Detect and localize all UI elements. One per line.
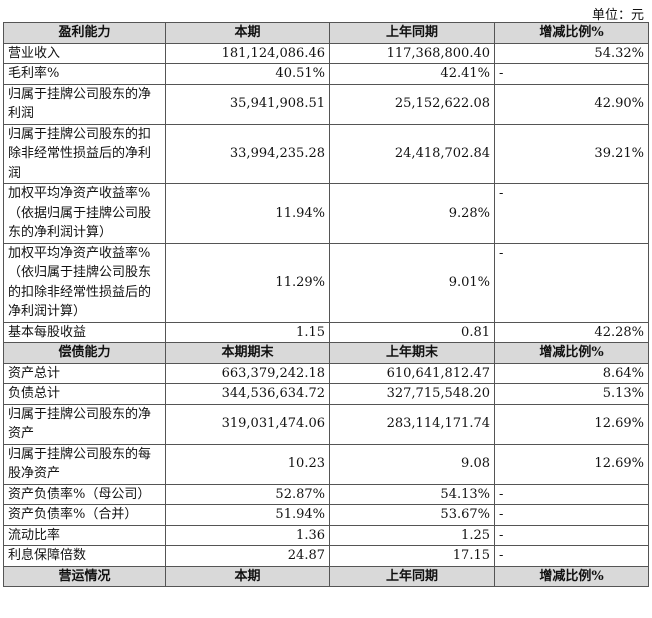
change-percent: 5.13% [494,383,649,405]
table-row: 负债总计 344,536,634.72 327,715,548.20 5.13% [3,383,649,405]
column-header: 偿债能力 [3,342,166,364]
prior-value: 283,114,171.74 [329,403,495,445]
change-percent: 42.90% [494,83,649,125]
table-row: 归属于挂牌公司股东的净利润 35,941,908.51 25,152,622.08 4… [3,83,649,125]
prior-value: 327,715,548.20 [329,383,495,405]
row-label: 营业收入 [3,42,166,64]
current-value: 1.15 [165,321,330,343]
column-header: 本期期末 [165,342,330,364]
change-percent: 39.21% [494,123,649,184]
row-label: 利息保障倍数 [3,545,166,567]
table-row: 毛利率% 40.51% 42.41% - [3,63,649,85]
current-value: 11.94% [165,183,330,244]
row-label: 流动比率 [3,524,166,546]
current-value: 33,994,235.28 [165,123,330,184]
prior-value: 53.67% [329,504,495,526]
current-value: 40.51% [165,63,330,85]
current-value: 1.36 [165,524,330,546]
table-row: 资产负债率%（合并） 51.94% 53.67% - [3,504,649,526]
column-header: 上年同期 [329,22,495,44]
row-label: 加权平均净资产收益率%（依归属于挂牌公司股东的扣除非经常性损益后的净利润计算） [3,242,166,323]
change-percent: 54.32% [494,42,649,64]
prior-value: 17.15 [329,545,495,567]
column-header: 盈利能力 [3,22,166,44]
prior-value: 24,418,702.84 [329,123,495,184]
row-label: 毛利率% [3,63,166,85]
table-row: 归属于挂牌公司股东的净资产 319,031,474.06 283,114,171.7… [3,403,649,445]
current-value: 181,124,086.46 [165,42,330,64]
prior-value: 42.41% [329,63,495,85]
prior-value: 9.01% [329,242,495,323]
current-value: 663,379,242.18 [165,362,330,384]
change-percent: - [494,183,649,244]
current-value: 52.87% [165,483,330,505]
column-header: 增减比例% [494,22,649,44]
row-label: 加权平均净资产收益率%（依据归属于挂牌公司股东的净利润计算） [3,183,166,244]
change-percent: 12.69% [494,403,649,445]
table-row: 归属于挂牌公司股东的扣除非经常性损益后的净利润 33,994,235.28 24,4… [3,123,649,184]
row-label: 负债总计 [3,383,166,405]
prior-value: 610,641,812.47 [329,362,495,384]
table-row: 基本每股收益 1.15 0.81 42.28% [3,321,649,343]
table-row: 归属于挂牌公司股东的每股净资产 10.23 9.08 12.69% [3,443,649,485]
current-value: 10.23 [165,443,330,485]
change-percent: - [494,483,649,505]
current-value: 51.94% [165,504,330,526]
current-value: 35,941,908.51 [165,83,330,125]
row-label: 归属于挂牌公司股东的净利润 [3,83,166,125]
prior-value: 25,152,622.08 [329,83,495,125]
row-label: 归属于挂牌公司股东的每股净资产 [3,443,166,485]
prior-value: 1.25 [329,524,495,546]
unit-label: 单位：元 [591,8,644,23]
column-header: 增减比例% [494,565,649,587]
row-label: 归属于挂牌公司股东的扣除非经常性损益后的净利润 [3,123,166,184]
financial-indicators-table: 盈利能力 本期 上年同期 增减比例% 营业收入 181,124,086.46 117,368… [3,22,649,587]
section-header-row: 盈利能力 本期 上年同期 增减比例% [3,22,649,44]
table-row: 营业收入 181,124,086.46 117,368,800.40 54.32% [3,42,649,64]
row-label: 基本每股收益 [3,321,166,343]
column-header: 营运情况 [3,565,166,587]
row-label: 资产总计 [3,362,166,384]
column-header: 本期 [165,565,330,587]
table-body: 盈利能力 本期 上年同期 增减比例% 营业收入 181,124,086.46 117,368… [3,22,649,587]
prior-value: 9.08 [329,443,495,485]
change-percent: 12.69% [494,443,649,485]
table-row: 资产总计 663,379,242.18 610,641,812.47 8.64% [3,362,649,384]
column-header: 本期 [165,22,330,44]
section-header-row: 偿债能力 本期期末 上年期末 增减比例% [3,342,649,364]
row-label: 资产负债率%（母公司） [3,483,166,505]
change-percent: - [494,545,649,567]
current-value: 11.29% [165,242,330,323]
change-percent: - [494,524,649,546]
change-percent: 42.28% [494,321,649,343]
table-row: 利息保障倍数 24.87 17.15- [3,545,649,567]
table-row: 加权平均净资产收益率%（依据归属于挂牌公司股东的净利润计算） 11.94% 9.28… [3,183,649,244]
prior-value: 0.81 [329,321,495,343]
current-value: 344,536,634.72 [165,383,330,405]
column-header: 上年同期 [329,565,495,587]
prior-value: 9.28% [329,183,495,244]
change-percent: - [494,63,649,85]
section-header-row: 营运情况 本期 上年同期 增减比例% [3,565,649,587]
column-header: 上年期末 [329,342,495,364]
row-label: 归属于挂牌公司股东的净资产 [3,403,166,445]
prior-value: 117,368,800.40 [329,42,495,64]
table-row: 流动比率 1.36 1.25- [3,524,649,546]
change-percent: 8.64% [494,362,649,384]
change-percent: - [494,504,649,526]
table-row: 加权平均净资产收益率%（依归属于挂牌公司股东的扣除非经常性损益后的净利润计算） 1… [3,242,649,323]
row-label: 资产负债率%（合并） [3,504,166,526]
current-value: 319,031,474.06 [165,403,330,445]
column-header: 增减比例% [494,342,649,364]
change-percent: - [494,242,649,323]
prior-value: 54.13% [329,483,495,505]
table-row: 资产负债率%（母公司） 52.87% 54.13% - [3,483,649,505]
current-value: 24.87 [165,545,330,567]
